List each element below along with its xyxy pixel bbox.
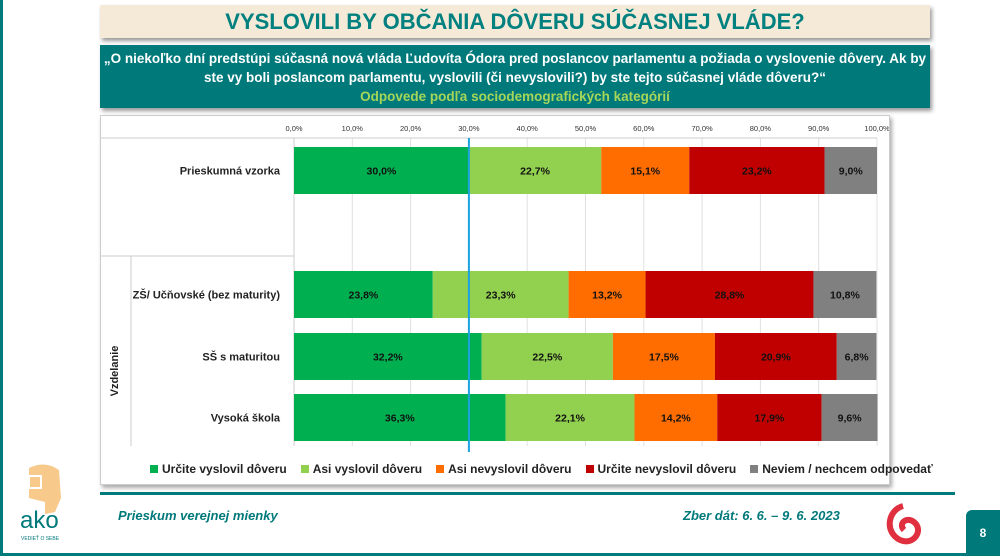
legend-item: Asi vyslovil dôveru xyxy=(300,462,423,476)
data-label: 9,0% xyxy=(839,166,864,178)
legend-label: Určite nevyslovil dôveru xyxy=(597,462,737,476)
page-number: 8 xyxy=(966,510,1000,556)
data-label: 6,8% xyxy=(845,352,870,364)
footer-divider xyxy=(100,492,955,495)
x-tick-label: 40,0% xyxy=(517,124,539,133)
bar-segment xyxy=(813,271,877,318)
bar-segment xyxy=(714,333,837,380)
group-label: Vzdelanie xyxy=(109,346,121,397)
legend-swatch xyxy=(150,465,158,473)
legend-label: Určite vyslovil dôveru xyxy=(162,462,287,476)
bar-segment xyxy=(645,271,814,318)
bar-segment xyxy=(294,147,469,194)
data-label: 32,2% xyxy=(373,352,403,364)
legend-label: Asi vyslovil dôveru xyxy=(312,462,423,476)
legend-swatch xyxy=(585,465,594,473)
question-text: „O niekoľko dní predstúpi súčasná nová v… xyxy=(103,51,927,85)
bar-segment xyxy=(821,394,878,441)
legend-swatch xyxy=(436,465,445,473)
category-label: Prieskumná vzorka xyxy=(180,166,281,178)
legend-swatch xyxy=(750,465,759,473)
legend: Určite vyslovil dôveru Asi vyslovil dôver… xyxy=(150,462,933,476)
data-label: 28,8% xyxy=(715,290,745,302)
data-label: 36,3% xyxy=(385,413,415,425)
legend-item: Určite vyslovil dôveru xyxy=(150,462,287,476)
bar-segment xyxy=(432,271,569,318)
data-label: 20,9% xyxy=(761,352,791,364)
bar-segment xyxy=(689,147,825,194)
footer-date-range: Zber dát: 6. 6. – 9. 6. 2023 xyxy=(683,508,840,523)
footer-survey-label: Prieskum verejnej mienky xyxy=(118,508,278,523)
x-tick-label: 0,0% xyxy=(285,124,302,133)
legend-item: Určite nevyslovil dôveru xyxy=(585,462,737,476)
data-label: 17,9% xyxy=(755,413,785,425)
data-label: 23,8% xyxy=(348,290,378,302)
bar-segment xyxy=(294,333,482,380)
data-label: 23,3% xyxy=(486,290,516,302)
x-tick-label: 90,0% xyxy=(808,124,830,133)
bar-segment xyxy=(481,333,613,380)
x-tick-label: 80,0% xyxy=(750,124,772,133)
bar-segment xyxy=(717,394,822,441)
data-label: 10,8% xyxy=(830,290,860,302)
bar-segment xyxy=(294,394,506,441)
svg-text:ako: ako xyxy=(20,507,59,534)
data-label: 30,0% xyxy=(367,166,397,178)
chart-box: 0,0% 10,0% 20,0% 30,0% 40,0% 50,0% 60,0% 70,0% 8… xyxy=(100,115,890,485)
bar-segment xyxy=(505,394,635,441)
legend-item: Asi nevyslovil dôveru xyxy=(436,462,572,476)
x-tick-label: 30,0% xyxy=(458,124,480,133)
bar-segment xyxy=(468,147,602,194)
data-label: 22,5% xyxy=(532,352,562,364)
bar-segment xyxy=(568,271,646,318)
question-box: „O niekoľko dní predstúpi súčasná nová v… xyxy=(100,45,930,108)
legend-item: Neviem / nechcem odpovedať xyxy=(750,462,933,476)
data-label: 22,1% xyxy=(555,413,585,425)
data-label: 9,6% xyxy=(838,413,863,425)
x-tick-label: 20,0% xyxy=(400,124,422,133)
x-tick-label: 50,0% xyxy=(575,124,597,133)
bar-segment xyxy=(601,147,690,194)
data-label: 14,2% xyxy=(661,413,691,425)
spiral-logo-icon xyxy=(886,503,921,545)
category-label: Vysoká škola xyxy=(211,413,281,425)
logo-tagline: VEDIEŤ O SEBE xyxy=(21,534,60,542)
data-label: 15,1% xyxy=(630,166,660,178)
data-label: 22,7% xyxy=(520,166,550,178)
stacked-bar-chart: 0,0% 10,0% 20,0% 30,0% 40,0% 50,0% 60,0% 70,0% 8… xyxy=(101,124,890,452)
subtitle: Odpovede podľa sociodemografických kateg… xyxy=(360,89,670,104)
slide-title: VYSLOVILI BY OBČANIA DÔVERU SÚČASNEJ VLÁ… xyxy=(100,5,930,38)
x-tick-label: 100,0% xyxy=(864,124,889,133)
bar-segment xyxy=(294,271,433,318)
x-tick-label: 60,0% xyxy=(633,124,655,133)
legend-swatch xyxy=(300,465,309,473)
category-label: SŠ s maturitou xyxy=(202,351,280,364)
bar-segment xyxy=(824,147,877,194)
data-label: 13,2% xyxy=(592,290,622,302)
category-label: ZŠ/ Učňovské (bez maturity) xyxy=(133,289,281,302)
bar-segment xyxy=(836,333,877,380)
x-tick-label: 10,0% xyxy=(342,124,364,133)
legend-label: Neviem / nechcem odpovedať xyxy=(762,462,933,476)
bar-segment xyxy=(634,394,718,441)
ako-logo-icon: ako VEDIEŤ O SEBE xyxy=(20,464,61,542)
legend-label: Asi nevyslovil dôveru xyxy=(448,462,572,476)
bar-segment xyxy=(612,333,715,380)
data-label: 23,2% xyxy=(742,166,772,178)
x-tick-label: 70,0% xyxy=(691,124,713,133)
data-label: 17,5% xyxy=(649,352,679,364)
